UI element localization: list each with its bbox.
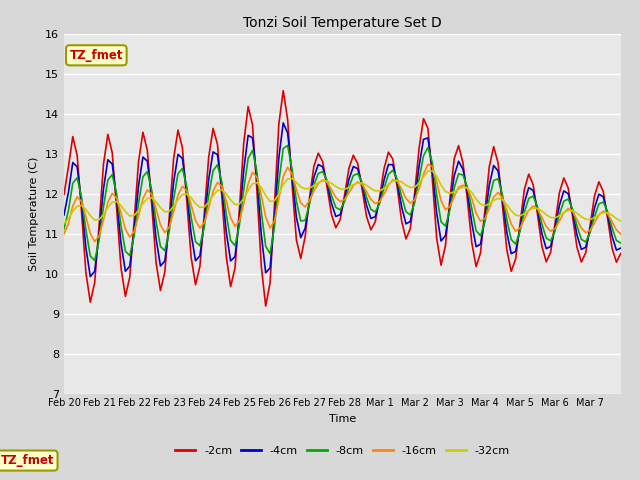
-16cm (91, 239, 99, 244)
-32cm (617, 218, 625, 224)
-2cm (547, 249, 554, 255)
X-axis label: Time: Time (329, 414, 356, 424)
-32cm (196, 204, 204, 210)
-4cm (297, 235, 305, 240)
-16cm (424, 162, 432, 168)
Line: -2cm: -2cm (64, 91, 621, 306)
-16cm (547, 228, 554, 234)
-32cm (349, 182, 357, 188)
-8cm (200, 224, 208, 229)
-4cm (358, 182, 366, 188)
-16cm (617, 231, 625, 237)
-16cm (271, 218, 278, 224)
-4cm (280, 120, 287, 126)
-32cm (288, 176, 296, 181)
-32cm (428, 168, 436, 174)
-32cm (543, 212, 550, 217)
-8cm (617, 240, 625, 246)
-8cm (60, 226, 68, 232)
-2cm (196, 264, 204, 269)
-4cm (271, 217, 278, 223)
Line: -8cm: -8cm (64, 145, 621, 261)
-2cm (617, 251, 625, 256)
-16cm (200, 220, 208, 226)
-2cm (280, 88, 287, 94)
-4cm (547, 243, 554, 249)
Y-axis label: Soil Temperature (C): Soil Temperature (C) (29, 156, 40, 271)
-32cm (60, 221, 68, 227)
-8cm (297, 218, 305, 224)
-2cm (271, 203, 278, 209)
-8cm (271, 224, 278, 230)
Legend: -2cm, -4cm, -8cm, -16cm, -32cm: -2cm, -4cm, -8cm, -16cm, -32cm (171, 441, 514, 460)
-16cm (292, 187, 300, 192)
-4cm (600, 194, 607, 200)
-2cm (600, 189, 607, 194)
Text: TZ_fmet: TZ_fmet (70, 49, 123, 62)
-2cm (358, 186, 366, 192)
-2cm (297, 255, 305, 261)
-8cm (284, 143, 291, 148)
-8cm (547, 238, 554, 244)
-8cm (358, 180, 366, 185)
-16cm (60, 231, 68, 237)
-4cm (200, 219, 208, 225)
-32cm (266, 199, 274, 204)
-8cm (91, 258, 99, 264)
-8cm (600, 199, 607, 205)
-2cm (262, 303, 269, 309)
-4cm (60, 212, 68, 218)
Title: Tonzi Soil Temperature Set D: Tonzi Soil Temperature Set D (243, 16, 442, 30)
Text: TZ_fmet: TZ_fmet (1, 454, 54, 467)
Line: -16cm: -16cm (64, 165, 621, 241)
-16cm (354, 179, 362, 185)
Line: -4cm: -4cm (64, 123, 621, 276)
-2cm (60, 192, 68, 197)
-4cm (86, 274, 94, 279)
-4cm (617, 245, 625, 251)
-32cm (595, 212, 603, 217)
Line: -32cm: -32cm (64, 171, 621, 224)
-16cm (600, 208, 607, 214)
